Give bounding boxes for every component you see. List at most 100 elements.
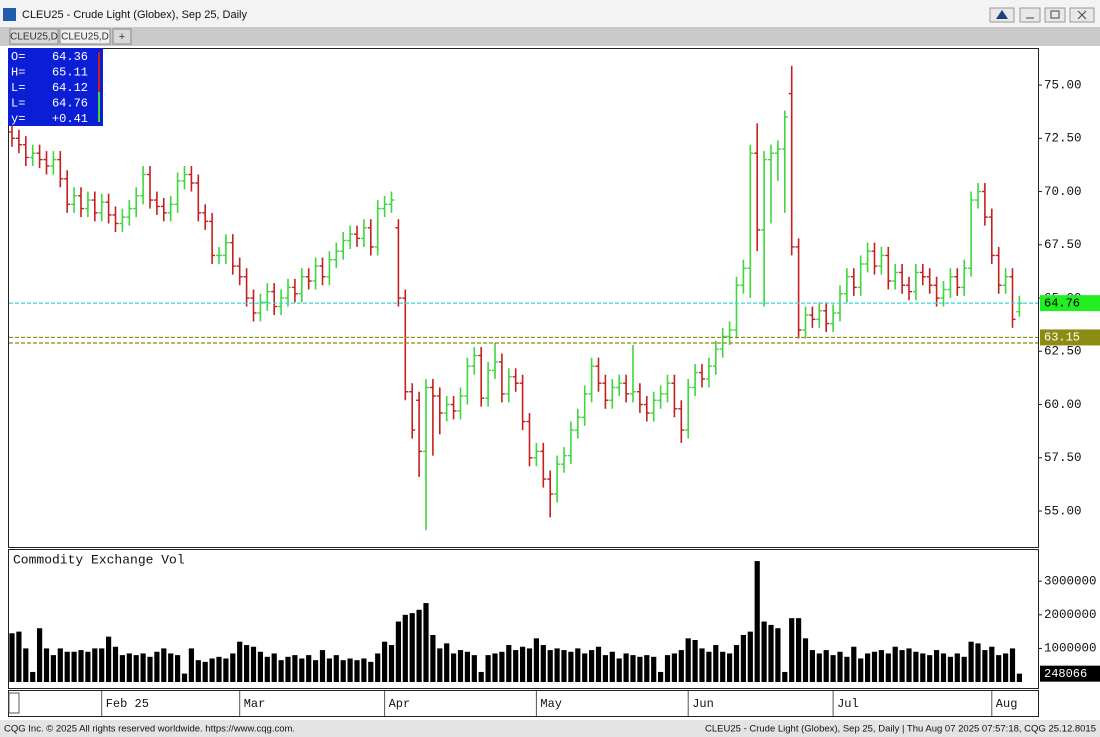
volume-bar bbox=[126, 653, 132, 682]
volume-bar bbox=[402, 614, 408, 682]
tab-label: CLEU25,D bbox=[61, 32, 109, 43]
volume-bar bbox=[333, 655, 339, 682]
volume-bar bbox=[168, 653, 174, 682]
ohlc-box-value: 64.12 bbox=[52, 81, 88, 95]
x-tick-label: Jul bbox=[837, 697, 859, 711]
volume-bar bbox=[382, 641, 388, 682]
volume-bar bbox=[899, 650, 905, 682]
volume-bar bbox=[775, 628, 781, 682]
volume-bar bbox=[250, 646, 257, 682]
volume-bar bbox=[506, 645, 512, 682]
volume-bar bbox=[616, 658, 622, 682]
volume-bar bbox=[533, 638, 539, 682]
volume-bar bbox=[354, 660, 360, 682]
volume-bar bbox=[499, 651, 505, 682]
level-badge bbox=[1040, 329, 1100, 346]
volume-bar bbox=[37, 628, 43, 682]
volume-bar bbox=[306, 655, 312, 682]
volume-bar bbox=[375, 653, 381, 682]
volume-bar bbox=[492, 653, 498, 682]
volume-bar bbox=[326, 658, 332, 682]
volume-bar bbox=[637, 656, 643, 682]
volume-bar bbox=[78, 650, 84, 682]
volume-bar bbox=[699, 648, 705, 682]
volume-bar bbox=[237, 641, 243, 682]
y-tick-label: 70.00 bbox=[1044, 185, 1082, 199]
volume-bar bbox=[809, 650, 815, 682]
footer-status: CLEU25 - Crude Light (Globex), Sep 25, D… bbox=[705, 724, 1096, 735]
volume-bar bbox=[989, 646, 995, 682]
x-tick-label: May bbox=[540, 697, 562, 711]
tab-active[interactable] bbox=[59, 28, 111, 45]
x-tick-label: Mar bbox=[244, 697, 266, 711]
volume-bar bbox=[761, 621, 767, 682]
volume-bar bbox=[740, 634, 746, 682]
y-tick-label: 75.00 bbox=[1044, 78, 1082, 92]
volume-bar bbox=[292, 655, 298, 682]
volume-bar bbox=[112, 646, 119, 682]
volume-bar bbox=[464, 651, 470, 682]
volume-bar bbox=[57, 648, 63, 682]
volume-bar bbox=[582, 653, 588, 682]
volume-bar bbox=[733, 645, 740, 682]
title-bar bbox=[0, 0, 1100, 27]
maximize-button[interactable] bbox=[1044, 7, 1066, 23]
volume-bar bbox=[658, 671, 664, 682]
volume-bar bbox=[851, 646, 857, 682]
volume-bar bbox=[451, 653, 457, 682]
price-panel bbox=[8, 48, 1039, 548]
y-tick-label: 3000000 bbox=[1044, 575, 1097, 589]
volume-badge bbox=[1040, 665, 1100, 682]
volume-bar bbox=[319, 650, 326, 682]
volume-bar bbox=[1016, 673, 1022, 682]
ohlc-box-value: 65.11 bbox=[52, 66, 88, 80]
volume-bar bbox=[395, 621, 401, 682]
minimize-button[interactable] bbox=[1019, 7, 1041, 23]
x-tick-label: Jun bbox=[692, 697, 714, 711]
volume-bar bbox=[754, 561, 760, 682]
volume-bar bbox=[257, 651, 263, 682]
volume-bar bbox=[409, 613, 415, 682]
volume-bar bbox=[188, 648, 194, 682]
volume-bar bbox=[175, 655, 181, 682]
volume-bar bbox=[71, 651, 77, 682]
volume-bar bbox=[885, 653, 891, 682]
volume-bar bbox=[940, 653, 947, 682]
volume-bar bbox=[816, 653, 822, 682]
ohlc-box-label: y= bbox=[11, 112, 25, 126]
volume-bar bbox=[892, 646, 898, 682]
maximize-icon bbox=[1050, 10, 1060, 19]
volume-bar bbox=[706, 651, 712, 682]
volume-bar bbox=[561, 650, 567, 682]
volume-bar bbox=[347, 658, 353, 682]
volume-bar bbox=[16, 631, 22, 682]
volume-bar bbox=[30, 671, 36, 682]
ohlc-box-label: L= bbox=[11, 96, 25, 110]
volume-bar bbox=[996, 655, 1002, 682]
volume-bar bbox=[982, 650, 988, 682]
ohlc-box-value: 64.36 bbox=[52, 50, 88, 64]
volume-bar bbox=[216, 656, 222, 682]
volume-bar bbox=[64, 651, 70, 682]
ohlc-box-label: L= bbox=[11, 81, 25, 95]
volume-bar bbox=[161, 648, 167, 682]
y-tick-label: 67.50 bbox=[1044, 238, 1082, 252]
ohlc-box bbox=[8, 48, 103, 126]
volume-bar bbox=[802, 638, 809, 682]
volume-bar bbox=[871, 651, 878, 682]
volume-bar bbox=[478, 671, 484, 682]
tab[interactable] bbox=[9, 28, 59, 45]
volume-bar bbox=[361, 658, 367, 682]
volume-bar bbox=[782, 671, 788, 682]
scroll-handle[interactable] bbox=[8, 692, 20, 714]
x-tick-label: Aug bbox=[996, 697, 1018, 711]
volume-bar bbox=[906, 648, 912, 682]
x-tick-label: Apr bbox=[389, 697, 411, 711]
last-price-badge-label: 64.76 bbox=[1044, 296, 1080, 310]
link-icon bbox=[996, 10, 1008, 19]
add-tab-button[interactable] bbox=[112, 28, 132, 45]
volume-bar bbox=[796, 618, 802, 682]
volume-bar bbox=[1003, 653, 1009, 682]
